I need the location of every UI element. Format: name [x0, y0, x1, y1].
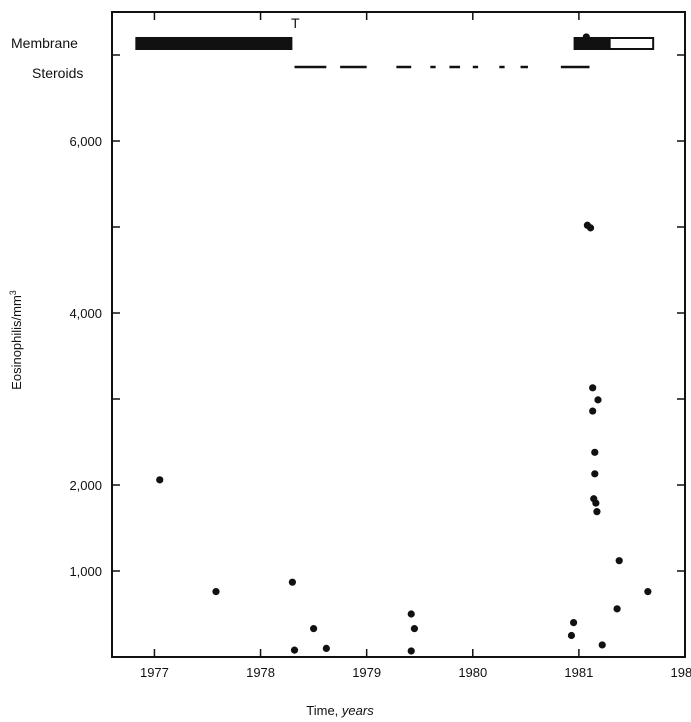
data-point — [407, 647, 415, 655]
x-tick-label: 1977 — [140, 665, 169, 680]
y-tick-label: 1,000 — [69, 564, 102, 579]
y-axis-title-main: Eosinophilis/mm — [9, 295, 24, 390]
x-axis: 1977 1978 1979 1980 1981 1982 — [140, 12, 691, 680]
data-point — [567, 631, 576, 640]
data-point — [589, 384, 597, 392]
x-axis-title: Time, years — [306, 703, 374, 718]
y-axis-title: Eosinophilis/mm3 — [8, 290, 24, 390]
x-tick-label: 1979 — [352, 665, 381, 680]
data-point — [594, 396, 602, 404]
plot-frame — [111, 11, 686, 658]
y-axis: 1,000 2,000 4,000 6,000 — [69, 54, 685, 579]
data-point — [407, 610, 415, 618]
data-point — [592, 499, 600, 507]
data-point — [589, 407, 597, 415]
data-point — [644, 588, 652, 596]
transplant-marker: T — [291, 15, 300, 31]
membrane-solid-bar — [135, 37, 293, 50]
x-tick-label: 1980 — [458, 665, 487, 680]
x-axis-title-main: Time, — [306, 703, 342, 718]
data-point — [322, 644, 330, 653]
data-point — [598, 641, 606, 649]
y-tick-label: 6,000 — [69, 134, 102, 149]
data-point — [410, 625, 419, 633]
y-axis-title-superscript: 3 — [8, 290, 18, 295]
membrane-label: Membrane — [11, 35, 78, 51]
data-point — [586, 224, 595, 232]
data-point — [156, 476, 164, 484]
data-point — [288, 578, 296, 586]
data-point — [582, 33, 590, 41]
data-point — [615, 557, 623, 565]
data-point — [212, 588, 220, 596]
x-tick-label: 1981 — [564, 665, 593, 680]
y-tick-label: 2,000 — [69, 478, 102, 493]
membrane-row — [135, 37, 655, 50]
data-points — [156, 33, 652, 655]
data-point — [613, 605, 621, 613]
membrane-solid-bar — [573, 37, 610, 50]
data-point — [569, 619, 578, 627]
data-point — [591, 470, 599, 478]
x-tick-label: 1978 — [246, 665, 275, 680]
data-point — [591, 448, 599, 456]
data-point — [593, 508, 601, 516]
y-tick-label: 4,000 — [69, 306, 102, 321]
membrane-open-bar — [608, 37, 655, 50]
steroids-label: Steroids — [32, 65, 83, 81]
x-axis-title-unit: years — [341, 703, 374, 718]
data-point — [310, 625, 318, 633]
data-point — [290, 646, 299, 654]
x-tick-label: 1982 — [671, 665, 691, 680]
